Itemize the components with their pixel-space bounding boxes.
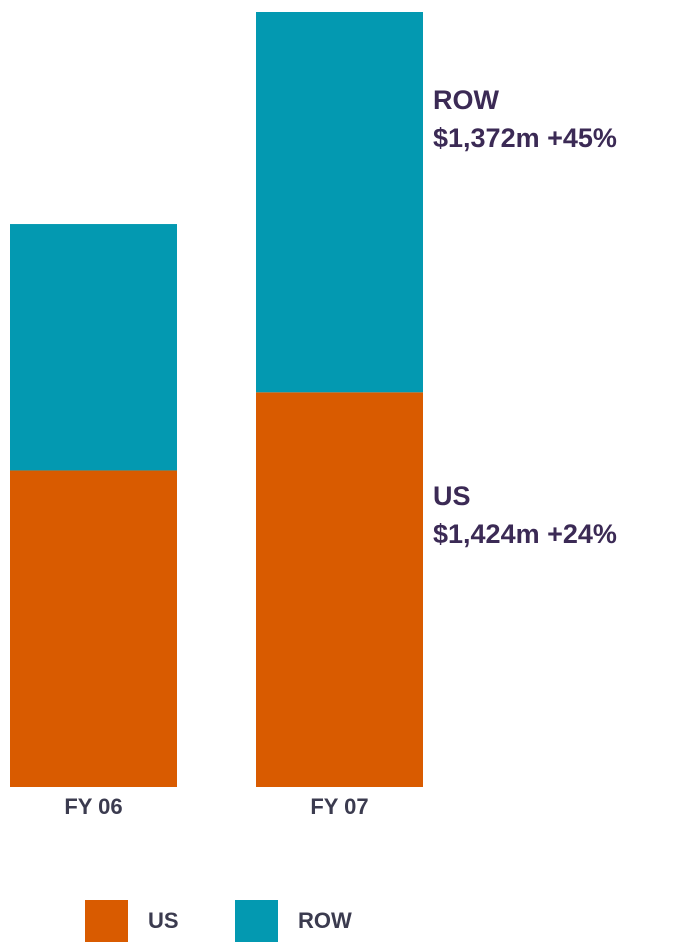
x-tick-label: FY 07	[310, 794, 368, 819]
bar-segment	[256, 392, 423, 787]
legend-label: ROW	[298, 908, 352, 933]
bar-segment	[10, 224, 177, 471]
bar-segment	[10, 470, 177, 787]
legend-swatch	[85, 900, 128, 942]
legend-swatch	[235, 900, 278, 942]
x-tick-label: FY 06	[64, 794, 122, 819]
bar-segment	[256, 12, 423, 393]
annotation: US	[433, 481, 471, 511]
annotation: $1,372m +45%	[433, 123, 617, 153]
legend-label: US	[148, 908, 179, 933]
annotation: $1,424m +24%	[433, 519, 617, 549]
annotation: ROW	[433, 85, 500, 115]
